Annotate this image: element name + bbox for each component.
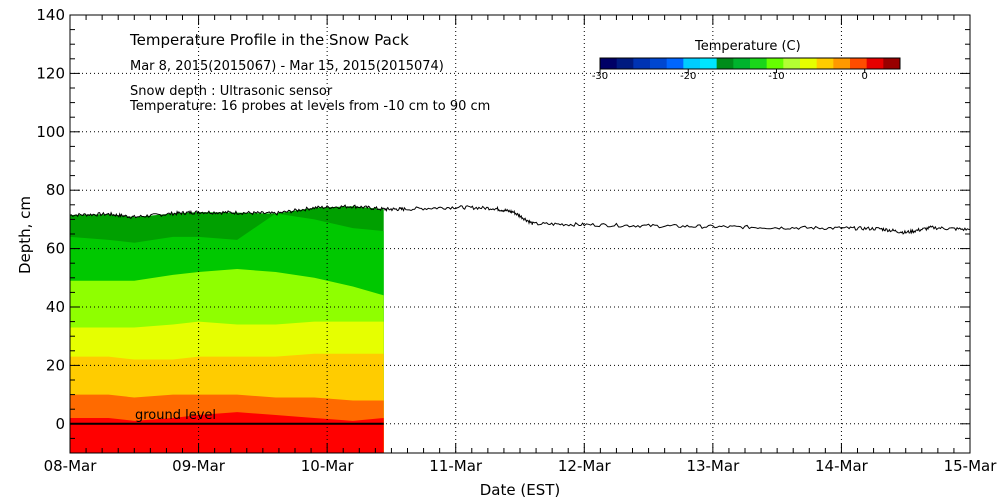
note-temperature: Temperature: 16 probes at levels from -1… — [129, 99, 490, 114]
x-tick-label: 11-Mar — [429, 457, 483, 475]
colorbar-tick-label: -10 — [768, 71, 784, 82]
colorbar-ticks: -30 -20 -10 0 — [592, 69, 868, 82]
temperature-band — [70, 412, 384, 453]
x-tick-label: 13-Mar — [686, 457, 740, 475]
y-tick-labels: 0 20 40 60 80 100 120 140 — [36, 6, 65, 433]
x-tick-labels: 08-Mar 09-Mar 10-Mar 11-Mar 12-Mar 13-Mar 14-M… — [44, 457, 998, 475]
note-snow-depth: Snow depth : Ultrasonic sensor — [130, 84, 333, 99]
colorbar-swatch — [716, 58, 734, 69]
colorbar-swatch — [816, 58, 834, 69]
x-axis-title: Date (EST) — [480, 481, 561, 499]
x-tick-label: 10-Mar — [301, 457, 355, 475]
x-tick-label: 15-Mar — [944, 457, 998, 475]
colorbar-tick-label: 0 — [862, 71, 868, 82]
colorbar-swatch — [650, 58, 668, 69]
chart-title: Temperature Profile in the Snow Pack — [129, 31, 409, 49]
colorbar-tick-label: -30 — [592, 71, 608, 82]
colorbar-swatch — [750, 58, 768, 69]
date-range: Mar 8, 2015(2015067) - Mar 15, 2015(2015… — [130, 59, 444, 74]
x-tick-label: 12-Mar — [558, 457, 612, 475]
y-tick-label: 60 — [46, 240, 65, 258]
y-tick-label: 100 — [36, 123, 65, 141]
y-tick-label: 80 — [46, 181, 65, 199]
y-tick-label: 140 — [36, 6, 65, 24]
x-tick-label: 14-Mar — [815, 457, 869, 475]
colorbar-swatch — [833, 58, 851, 69]
y-tick-label: 20 — [46, 356, 65, 374]
colorbar-swatch — [700, 58, 718, 69]
colorbar-swatch — [783, 58, 801, 69]
axis-ticks — [69, 14, 971, 454]
colorbar-swatch — [800, 58, 818, 69]
colorbar-swatch — [733, 58, 751, 69]
colorbar — [599, 57, 901, 70]
y-tick-label: 120 — [36, 64, 65, 82]
colorbar-swatch — [850, 58, 868, 69]
colorbar-swatch — [866, 58, 884, 69]
temperature-bands — [70, 206, 384, 453]
colorbar-frame — [599, 57, 901, 70]
colorbar-swatch — [633, 58, 651, 69]
x-tick-label: 08-Mar — [44, 457, 98, 475]
y-tick-label: 40 — [46, 298, 65, 316]
colorbar-swatch — [666, 58, 684, 69]
colorbar-tick-label: -20 — [680, 71, 696, 82]
ground-level-label: ground level — [135, 408, 216, 423]
y-axis-title: Depth, cm — [16, 196, 34, 274]
colorbar-swatch — [600, 58, 618, 69]
colorbar-swatch — [883, 58, 901, 69]
y-tick-label: 0 — [55, 415, 65, 433]
colorbar-title: Temperature (C) — [694, 39, 801, 54]
colorbar-swatch — [766, 58, 784, 69]
x-tick-label: 09-Mar — [172, 457, 226, 475]
snow-depth-line — [69, 204, 971, 235]
colorbar-swatch — [616, 58, 634, 69]
colorbar-swatch — [683, 58, 701, 69]
